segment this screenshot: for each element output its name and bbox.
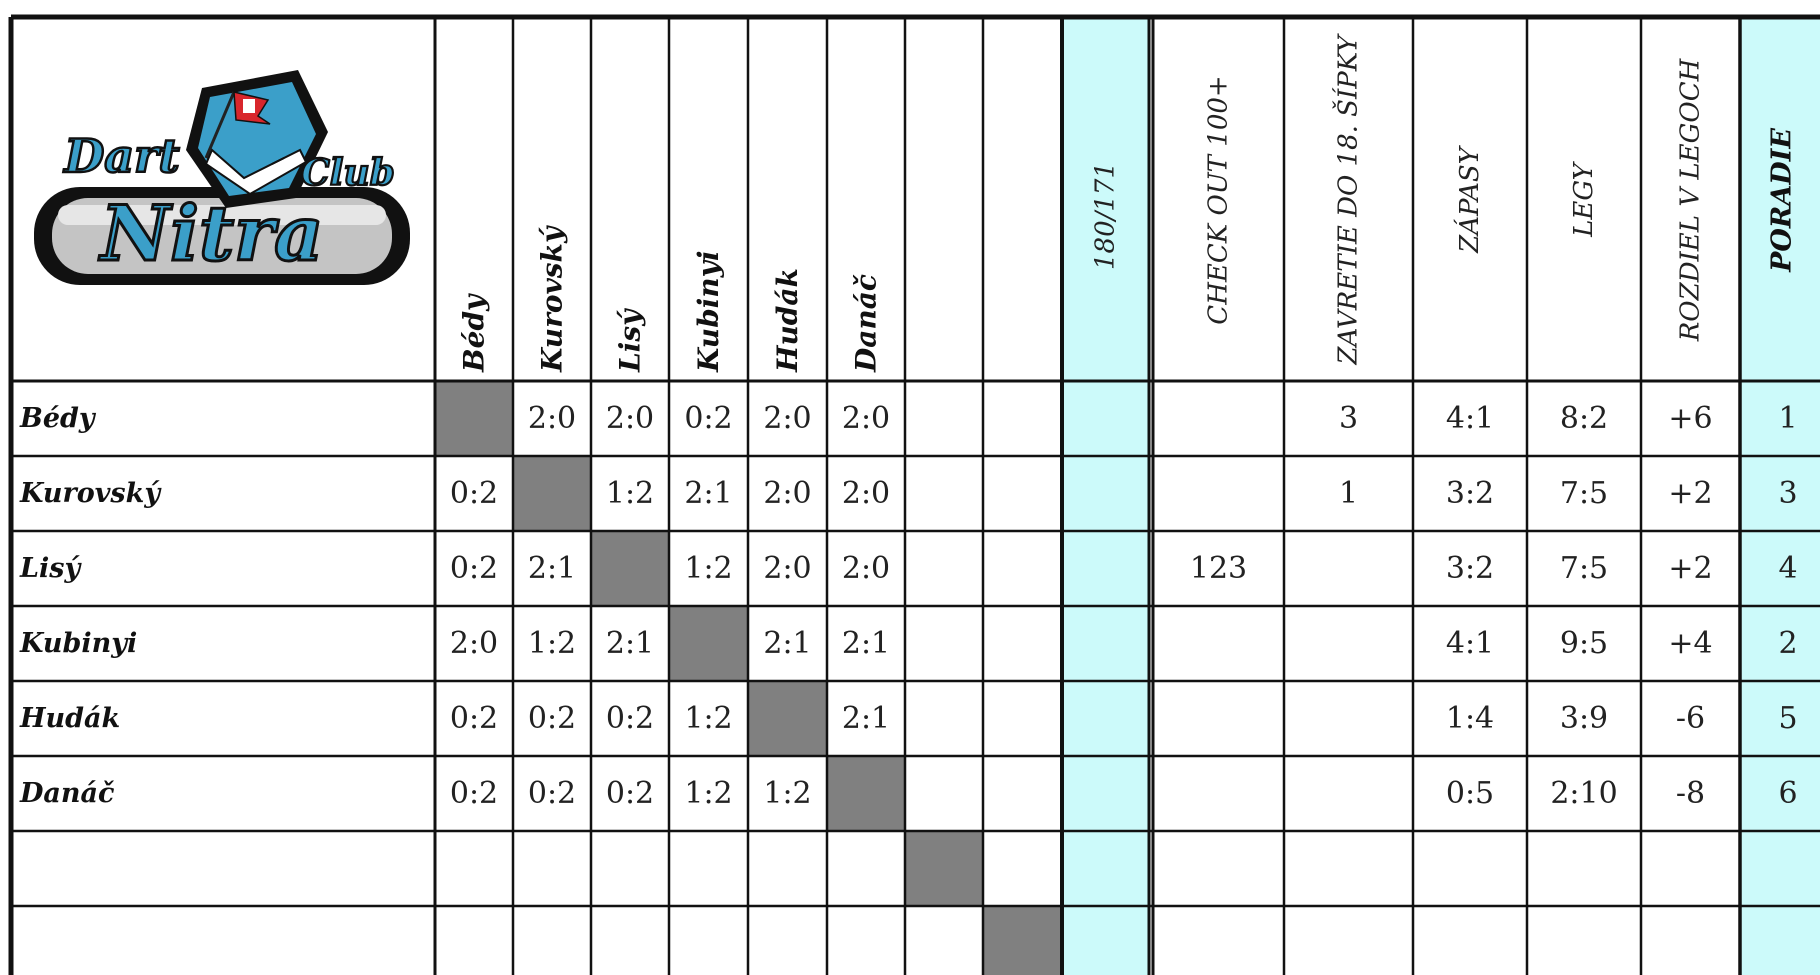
row-player-name: Hudák (19, 703, 120, 734)
stat-checkout-cell: 123 (1190, 551, 1247, 586)
match-result-cell: 2:0 (763, 551, 811, 586)
stat-zavretie-cell: 1 (1339, 476, 1358, 511)
stat-zavretie-cell: 3 (1339, 401, 1358, 436)
diagonal-cell (827, 756, 905, 831)
stat-zapasy-cell: 3:2 (1446, 551, 1494, 586)
stat-legy-cell: 2:10 (1550, 776, 1617, 811)
diagonal-cell (591, 531, 669, 606)
match-result-cell: 2:0 (606, 401, 654, 436)
grid-lines (8, 14, 1820, 975)
diagonal-cell (905, 831, 983, 906)
column-header-checkout: CHECK OUT 100+ (1204, 75, 1234, 324)
stat-poradie-cell: 2 (1778, 626, 1797, 661)
column-header-player: Hudák (771, 268, 804, 373)
stat-poradie-cell: 5 (1778, 701, 1797, 736)
diagonal-cell (435, 381, 513, 456)
stat-zapasy-cell: 1:4 (1446, 701, 1494, 736)
match-result-cell: 2:1 (684, 476, 732, 511)
diagonal-cell (748, 681, 827, 756)
stat-rozdiel-cell: +4 (1668, 626, 1712, 661)
diagonal-cell (513, 456, 591, 531)
row-player-name: Kubinyi (19, 628, 137, 659)
match-result-cell: 2:0 (528, 401, 576, 436)
match-result-cell: 0:2 (450, 476, 498, 511)
match-result-cell: 0:2 (528, 776, 576, 811)
column-header-legy: LEGY (1569, 160, 1599, 238)
match-result-cell: 2:0 (763, 476, 811, 511)
match-result-cell: 0:2 (606, 701, 654, 736)
stat-poradie-cell: 3 (1778, 476, 1797, 511)
stat-zapasy-cell: 4:1 (1446, 626, 1494, 661)
column-header-player: Kurovský (536, 225, 569, 373)
diagonal-cell (983, 906, 1062, 975)
match-result-cell: 1:2 (684, 551, 732, 586)
match-result-cell: 2:0 (842, 551, 890, 586)
col-poradie-bg (1740, 17, 1820, 975)
match-result-cell: 2:0 (450, 626, 498, 661)
stat-legy-cell: 8:2 (1560, 401, 1608, 436)
match-result-cell: 0:2 (606, 776, 654, 811)
column-header-player: Lisý (614, 308, 647, 373)
stat-poradie-cell: 6 (1778, 776, 1797, 811)
match-result-cell: 2:1 (763, 626, 811, 661)
column-header-zavretie: ZAVRETIE DO 18. ŠÍPKY (1332, 33, 1364, 366)
col-180-bg (1062, 17, 1149, 975)
row-player-name: Kurovský (19, 478, 162, 509)
row-player-name: Lisý (19, 553, 82, 584)
match-result-cell: 2:0 (842, 476, 890, 511)
match-result-cell: 1:2 (684, 701, 732, 736)
stat-poradie-cell: 1 (1778, 401, 1797, 436)
match-result-cell: 2:0 (763, 401, 811, 436)
stat-legy-cell: 9:5 (1560, 626, 1608, 661)
match-result-cell: 2:1 (842, 701, 890, 736)
match-result-cell: 2:1 (842, 626, 890, 661)
logo-word-club: Club (301, 152, 395, 194)
match-result-cell: 1:2 (606, 476, 654, 511)
stat-poradie-cell: 4 (1778, 551, 1797, 586)
column-header-player: Bédy (458, 293, 491, 373)
match-result-cell: 1:2 (684, 776, 732, 811)
stat-zapasy-cell: 0:5 (1446, 776, 1494, 811)
stat-rozdiel-cell: +2 (1668, 476, 1712, 511)
stat-rozdiel-cell: +2 (1668, 551, 1712, 586)
column-header-player: Danáč (850, 274, 883, 373)
match-result-cell: 0:2 (684, 401, 732, 436)
match-result-cell: 0:2 (528, 701, 576, 736)
column-header-180: 180/171 (1091, 162, 1121, 270)
match-result-cell: 1:2 (528, 626, 576, 661)
stat-legy-cell: 3:9 (1560, 701, 1608, 736)
logo-word-nitra: Nitra (99, 189, 324, 278)
match-result-cell: 2:1 (528, 551, 576, 586)
stat-rozdiel-cell: +6 (1668, 401, 1712, 436)
diagonal-cell (669, 606, 748, 681)
match-result-cell: 0:2 (450, 701, 498, 736)
stat-zapasy-cell: 4:1 (1446, 401, 1494, 436)
match-result-cell: 2:0 (842, 401, 890, 436)
stat-legy-cell: 7:5 (1560, 551, 1608, 586)
match-result-cell: 2:1 (606, 626, 654, 661)
column-header-poradie: PORADIE (1767, 128, 1798, 273)
match-result-cell: 0:2 (450, 776, 498, 811)
column-header-player: Kubinyi (692, 250, 725, 373)
row-player-name: Bédy (19, 403, 97, 434)
match-result-cell: 0:2 (450, 551, 498, 586)
stat-legy-cell: 7:5 (1560, 476, 1608, 511)
stat-zapasy-cell: 3:2 (1446, 476, 1494, 511)
match-result-cell: 1:2 (763, 776, 811, 811)
row-player-name: Danáč (19, 778, 115, 809)
stat-rozdiel-cell: -6 (1676, 701, 1705, 736)
stat-rozdiel-cell: -8 (1676, 776, 1705, 811)
column-header-zapasy: ZÁPASY (1453, 144, 1485, 254)
logo-word-dart: Dart (62, 129, 179, 183)
column-header-rozdiel: ROZDIEL V LEGOCH (1676, 57, 1706, 342)
